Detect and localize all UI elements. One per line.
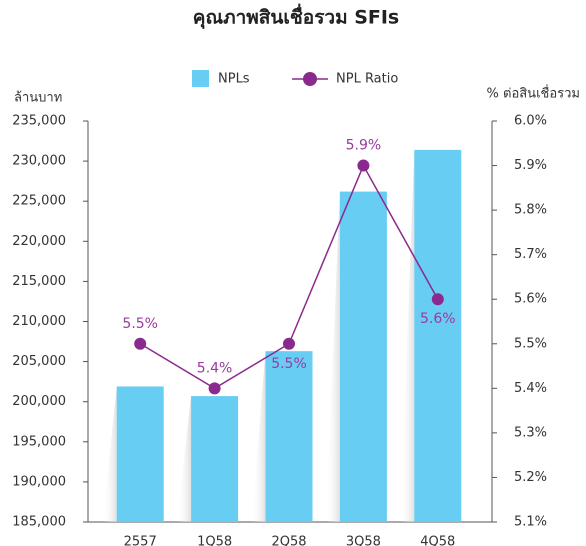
- line-point: [283, 337, 295, 350]
- y-tick-label: 215,000: [12, 274, 66, 289]
- bar-shadow: [102, 386, 117, 522]
- y2-tick-label: 5.3%: [514, 425, 547, 440]
- x-tick-label: 4Q58: [420, 535, 455, 546]
- y-tick-label: 195,000: [12, 434, 66, 449]
- y2-axis-title: % ต่อสินเชื่อรวม: [487, 85, 580, 102]
- bar: [339, 191, 387, 523]
- x-tick-label: 2557: [124, 535, 157, 546]
- y-axis-title: ล้านบาท: [14, 91, 62, 106]
- y-tick-label: 220,000: [12, 234, 66, 249]
- y2-tick-label: 5.8%: [514, 203, 547, 218]
- y2-tick-label: 5.2%: [514, 470, 547, 485]
- bar: [265, 351, 313, 522]
- bar-shadow: [325, 191, 340, 523]
- y2-tick-label: 5.1%: [514, 515, 547, 530]
- y-tick-label: 185,000: [12, 515, 66, 530]
- bar: [414, 149, 462, 522]
- y-tick-label: 230,000: [12, 154, 66, 169]
- line-point: [431, 293, 444, 306]
- x-tick-label: 3Q58: [346, 535, 381, 546]
- legend-swatch: [303, 72, 317, 86]
- y2-tick-label: 6.0%: [514, 114, 547, 129]
- data-label: 5.5%: [271, 356, 307, 372]
- line-point: [134, 337, 147, 350]
- x-tick-label: 2Q58: [271, 535, 306, 546]
- y2-tick-label: 5.5%: [514, 336, 547, 351]
- data-label: 5.5%: [122, 316, 158, 332]
- bar: [191, 396, 239, 522]
- legend-swatch: [192, 70, 209, 87]
- data-label: 5.9%: [346, 138, 382, 154]
- y-tick-label: 205,000: [12, 354, 66, 369]
- data-label: 5.4%: [197, 360, 233, 376]
- y2-tick-label: 5.9%: [514, 158, 547, 173]
- y2-tick-label: 5.6%: [514, 292, 547, 307]
- y-tick-label: 200,000: [12, 394, 66, 409]
- y-tick-label: 190,000: [12, 474, 66, 489]
- bar: [116, 386, 164, 522]
- chart-title: คุณภาพสินเชื่อรวม SFIs: [193, 4, 400, 30]
- bar-shadow: [400, 149, 415, 522]
- y2-tick-label: 5.7%: [514, 247, 547, 262]
- bar-shadow: [177, 396, 192, 522]
- y-tick-label: 225,000: [12, 194, 66, 209]
- y-tick-label: 235,000: [12, 114, 66, 129]
- legend-label: NPL Ratio: [336, 72, 398, 87]
- legend-label: NPLs: [218, 72, 250, 87]
- data-label: 5.6%: [420, 311, 456, 327]
- bar-shadow: [251, 351, 266, 522]
- line-point: [357, 159, 370, 172]
- line-point: [208, 382, 221, 395]
- x-tick-label: 1Q58: [197, 535, 232, 546]
- y2-tick-label: 5.4%: [514, 381, 547, 396]
- y-tick-label: 210,000: [12, 314, 66, 329]
